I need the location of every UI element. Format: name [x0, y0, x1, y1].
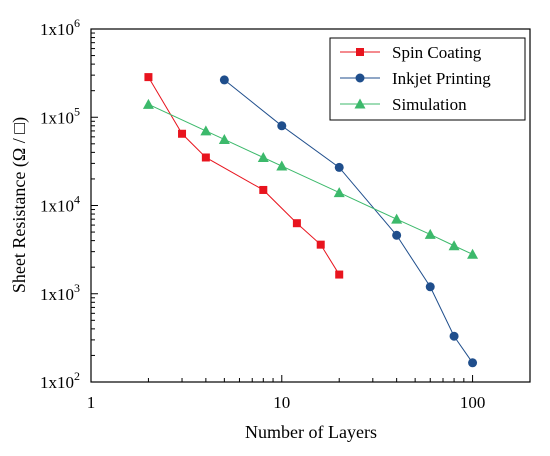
spin-coating-point — [144, 73, 153, 82]
simulation-point — [218, 133, 230, 144]
inkjet-printing-point — [425, 282, 435, 292]
inkjet-printing-point — [449, 331, 459, 341]
spin-coating-point — [316, 240, 325, 249]
x-axis-label: Number of Layers — [245, 422, 377, 442]
series-layer — [142, 73, 479, 368]
inkjet-printing-point — [468, 358, 478, 368]
simulation-point — [257, 151, 269, 162]
simulation-point — [424, 228, 436, 239]
simulation-point — [391, 213, 403, 224]
legend: Spin Coating Inkjet Printing Simulation — [329, 37, 526, 121]
legend-label-simulation: Simulation — [392, 95, 467, 114]
simulation-point — [333, 187, 345, 198]
legend-label-spin-coating: Spin Coating — [392, 43, 482, 62]
y-axis-label: Sheet Resistance (Ω / □) — [9, 117, 30, 293]
legend-marker-simulation — [354, 98, 366, 109]
simulation-point — [142, 98, 154, 109]
inkjet-printing-point — [334, 162, 344, 172]
inkjet-printing-point — [277, 121, 287, 131]
inkjet-printing-point — [219, 75, 229, 85]
inkjet-printing-point — [392, 230, 402, 240]
simulation-point — [467, 248, 479, 259]
simulation-point — [200, 125, 212, 136]
simulation-line — [148, 103, 473, 255]
spin-coating-point — [335, 270, 344, 279]
y-axis-ticks: 1x102 1x103 1x104 1x105 1x106 — [40, 16, 98, 392]
legend-marker-spin-coating — [356, 48, 364, 56]
y-tick-label: 1x104 — [40, 193, 80, 216]
x-tick-label: 100 — [460, 393, 486, 412]
simulation-point — [448, 240, 460, 251]
inkjet-printing-line — [224, 79, 473, 364]
legend-marker-inkjet-printing — [355, 73, 365, 83]
x-tick-label: 10 — [273, 393, 290, 412]
legend-label-inkjet-printing: Inkjet Printing — [392, 69, 491, 88]
spin-coating-point — [201, 153, 210, 162]
x-tick-label: 1 — [87, 393, 96, 412]
spin-coating-point — [178, 129, 187, 138]
y-tick-label: 1x102 — [40, 369, 80, 392]
spin-coating-line — [148, 76, 340, 275]
simulation-point — [276, 160, 288, 171]
spin-coating-point — [259, 185, 268, 194]
y-tick-label: 1x103 — [40, 281, 80, 304]
spin-coating-point — [292, 219, 301, 228]
y-tick-label: 1x105 — [40, 104, 80, 127]
y-tick-label: 1x106 — [40, 16, 80, 39]
x-axis-ticks: 1 10 100 — [87, 375, 531, 412]
